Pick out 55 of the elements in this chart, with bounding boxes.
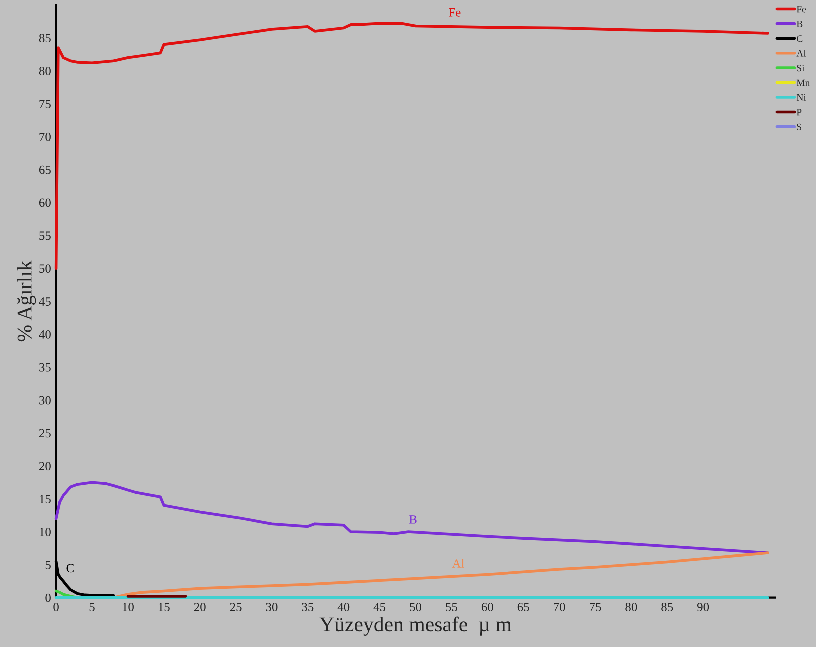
x-tick-label: 75 [590, 603, 602, 612]
x-tick-label: 55 [446, 603, 458, 612]
x-tick-label: 80 [626, 603, 638, 612]
x-tick-label: 5 [90, 603, 95, 612]
x-tick-label: 0 [54, 603, 59, 612]
x-tick-label: 60 [482, 603, 494, 612]
y-tick-label: 75 [40, 100, 51, 108]
legend-label: Si [797, 65, 805, 72]
y-tick-label: 45 [39, 298, 51, 306]
annotation: B [409, 516, 417, 524]
y-tick-label: 40 [39, 330, 51, 339]
x-tick-label: 15 [158, 603, 170, 612]
x-tick-label: 10 [123, 603, 134, 612]
annotation: Fe [449, 8, 461, 17]
x-tick-label: 85 [662, 603, 674, 612]
line-series [54, 481, 770, 554]
y-tick-label: 5 [46, 561, 51, 570]
y-tick-label: 70 [40, 132, 51, 142]
x-tick-label: 25 [230, 603, 242, 612]
x-tick-label: 30 [266, 603, 278, 612]
y-tick-label: 35 [40, 363, 51, 372]
y-tick-label: 0 [46, 594, 51, 602]
annotation: Al [452, 559, 465, 568]
line-series [54, 22, 770, 270]
y-tick-label: 85 [39, 34, 51, 43]
legend-label: P [796, 109, 802, 116]
legend-label: Mn [796, 80, 810, 86]
line-series [112, 552, 770, 600]
y-tick-label: 55 [40, 232, 51, 240]
legend-label: S [797, 124, 802, 130]
y-tick-label: 60 [39, 198, 51, 208]
y-tick-label: 80 [39, 67, 51, 76]
legend-label: C [797, 36, 803, 42]
x-tick-label: 65 [518, 603, 530, 612]
x-tick-label: 50 [410, 603, 422, 612]
annotation: C [66, 564, 74, 573]
y-tick-label: 20 [39, 462, 51, 471]
x-tick-label: 40 [338, 603, 350, 612]
y-tick-label: 10 [40, 528, 51, 536]
legend-label: Fe [796, 6, 806, 13]
legend-label: Al [796, 50, 806, 57]
x-axis-title: Yüzeyden mesafe µ m [320, 616, 512, 636]
y-tick-label: 65 [39, 166, 51, 174]
y-tick-label: 25 [39, 429, 51, 438]
y-tick-label: 50 [40, 264, 51, 274]
x-tick-label: 35 [302, 603, 314, 612]
x-tick-label: 45 [374, 603, 386, 612]
y-tick-label: 30 [40, 396, 51, 405]
y-axis-title: % Ağırlık [17, 260, 36, 342]
x-tick-label: 90 [697, 603, 710, 612]
y-tick-label: 15 [40, 495, 51, 504]
x-tick-label: 20 [194, 603, 206, 612]
legend-label: Ni [796, 94, 806, 101]
legend-label: B [796, 20, 803, 28]
x-tick-label: 70 [554, 603, 566, 612]
